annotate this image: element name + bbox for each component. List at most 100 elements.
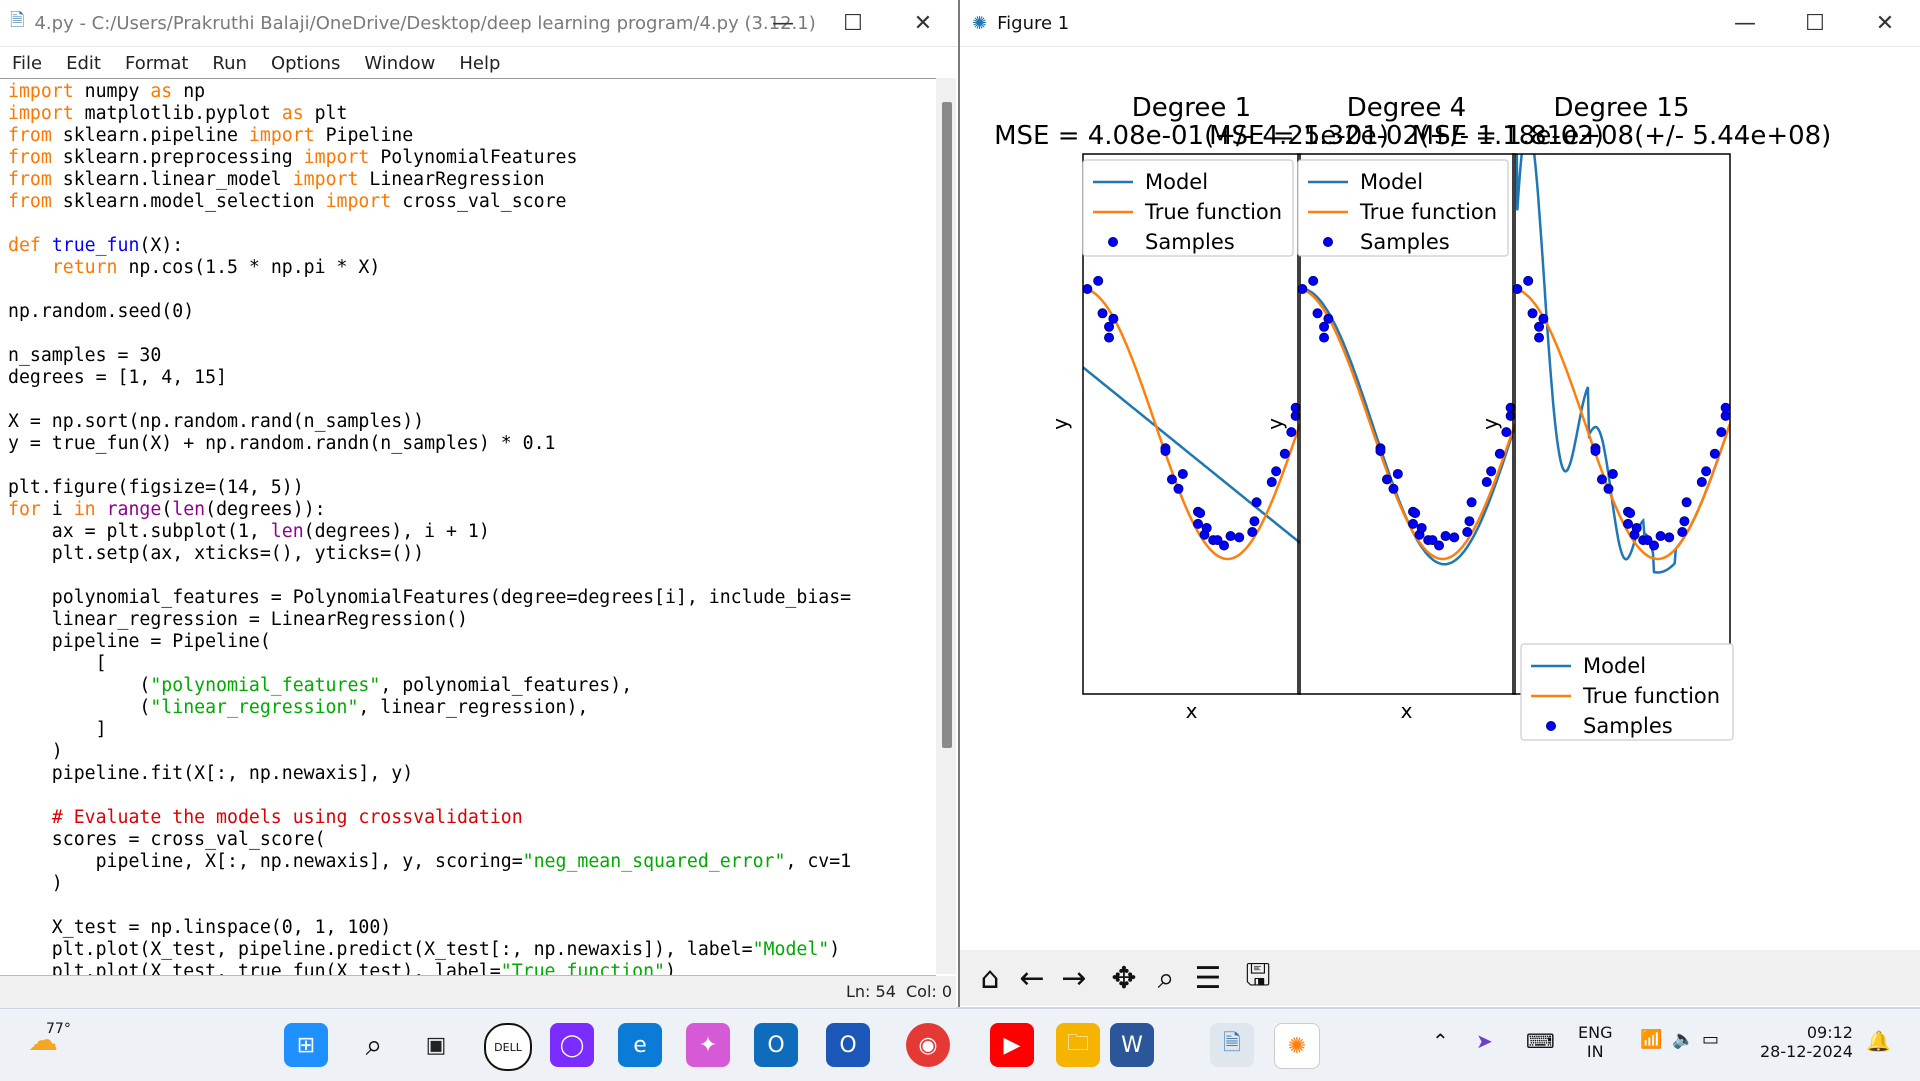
code-text[interactable]: import numpy as np import matplotlib.pyp… xyxy=(8,81,852,976)
sample-point xyxy=(1527,308,1538,319)
sample-point xyxy=(1312,308,1323,319)
subplots-config-icon[interactable]: ☰ xyxy=(1194,960,1222,996)
menu-run[interactable]: Run xyxy=(212,52,247,74)
sample-point xyxy=(1201,522,1212,533)
file-explorer-icon[interactable]: 🗀 xyxy=(1056,1023,1100,1067)
legend-label-true-function: True function xyxy=(1582,684,1720,708)
sample-point xyxy=(1082,284,1093,294)
chevron-up-icon[interactable]: ⌃ xyxy=(1432,1029,1449,1053)
sample-point xyxy=(1160,446,1171,456)
close-button[interactable]: ✕ xyxy=(913,10,933,36)
edge-icon[interactable]: e xyxy=(618,1023,662,1067)
subplot-mse-1: MSE = 4.08e-01(+/- 4.25e-01) xyxy=(994,121,1389,151)
outlook-new-icon[interactable]: O xyxy=(754,1023,798,1067)
sample-point xyxy=(1279,448,1290,459)
sample-point xyxy=(1193,518,1204,529)
sample-point xyxy=(1225,531,1236,542)
sample-point xyxy=(1388,483,1399,494)
sample-point xyxy=(1534,321,1545,332)
battery-icon[interactable]: ▭ xyxy=(1702,1029,1720,1050)
legend-label-true-function: True function xyxy=(1144,200,1282,224)
sample-point xyxy=(1649,540,1660,551)
sample-point xyxy=(1501,427,1512,438)
sample-point xyxy=(1410,508,1421,519)
model-line-3 xyxy=(1515,154,1730,574)
send-icon[interactable]: ➤ xyxy=(1476,1029,1493,1053)
editor-scrollbar[interactable] xyxy=(936,78,956,974)
sample-point xyxy=(1679,516,1690,527)
menu-options[interactable]: Options xyxy=(270,52,341,74)
home-icon[interactable]: ⌂ xyxy=(980,960,1000,996)
subplot-title-2: Degree 4 xyxy=(1347,93,1466,123)
menu-help[interactable]: Help xyxy=(459,52,501,74)
notification-bell-icon[interactable]: 🔔 xyxy=(1866,1029,1891,1053)
x-axis-label-1: x xyxy=(1186,699,1198,723)
dell-icon[interactable]: DELL xyxy=(484,1023,532,1071)
sample-point xyxy=(1408,518,1419,529)
language-indicator[interactable]: ENG IN xyxy=(1578,1023,1613,1061)
sample-point xyxy=(1655,531,1666,542)
sample-point xyxy=(1720,402,1731,413)
sample-point xyxy=(1681,497,1692,508)
menu-format[interactable]: Format xyxy=(124,52,189,74)
legend-samples-swatch xyxy=(1546,721,1556,731)
sample-point xyxy=(1701,466,1712,477)
search-icon[interactable]: ⌕ xyxy=(365,1027,383,1063)
wifi-icon[interactable]: 📶 xyxy=(1640,1029,1663,1050)
sample-point xyxy=(1642,535,1653,546)
scrollbar-thumb[interactable] xyxy=(942,102,952,748)
outlook-icon[interactable]: O xyxy=(826,1023,870,1067)
forward-arrow-icon[interactable]: → xyxy=(1061,960,1087,996)
sample-point xyxy=(1290,402,1301,413)
save-icon[interactable]: 🖫 xyxy=(1245,957,1271,993)
python-file-icon: 🗎 xyxy=(10,10,25,31)
keyboard-icon[interactable]: ⌨ xyxy=(1526,1029,1555,1053)
sample-point xyxy=(1234,532,1245,543)
sample-point xyxy=(1166,474,1177,485)
sample-point xyxy=(1462,527,1473,537)
sample-point xyxy=(1271,466,1282,477)
subplot-title-1: Degree 1 xyxy=(1132,93,1251,123)
menu-edit[interactable]: Edit xyxy=(66,52,101,74)
zoom-icon[interactable]: ⌕ xyxy=(1157,960,1175,996)
sample-point xyxy=(1538,313,1549,324)
legend-label-model: Model xyxy=(1360,170,1423,194)
clock[interactable]: 09:12 28-12-2024 xyxy=(1760,1023,1853,1061)
copilot-icon[interactable]: ✦ xyxy=(686,1023,730,1067)
youtube-icon[interactable]: ▶ xyxy=(990,1023,1034,1067)
sample-point xyxy=(1512,284,1523,294)
legend-label-model: Model xyxy=(1583,654,1646,678)
minimize-button[interactable]: — xyxy=(1734,10,1756,36)
sample-point xyxy=(1249,516,1260,527)
maximize-button[interactable]: ☐ xyxy=(1805,10,1825,36)
weather-icon[interactable]: ☁ xyxy=(28,1023,58,1058)
menu-window[interactable]: Window xyxy=(364,52,436,74)
pan-icon[interactable]: ✥ xyxy=(1111,960,1137,996)
figure-titlebar[interactable]: ✺ Figure 1 — ☐ ✕ xyxy=(960,0,1920,47)
sample-point xyxy=(1664,532,1675,543)
sample-point xyxy=(1590,446,1601,456)
back-arrow-icon[interactable]: ← xyxy=(1019,960,1045,996)
chrome-icon[interactable]: ◉ xyxy=(906,1023,950,1067)
close-button[interactable]: ✕ xyxy=(1875,10,1895,36)
idle-titlebar[interactable]: 🗎 4.py - C:/Users/Prakruthi Balaji/OneDr… xyxy=(0,0,958,47)
legend-label-true-function: True function xyxy=(1359,200,1497,224)
maximize-button[interactable]: ☐ xyxy=(843,10,863,36)
menu-file[interactable]: File xyxy=(12,52,43,74)
alexa-icon[interactable]: ◯ xyxy=(550,1023,594,1067)
sample-point xyxy=(1486,466,1497,477)
python-idle-icon[interactable]: 🗎 xyxy=(1210,1023,1254,1067)
sample-point xyxy=(1319,321,1330,332)
subplot-mse-3: MSE = 1.81e+08(+/- 5.44e+08) xyxy=(1412,121,1832,151)
idle-editor-window: 🗎 4.py - C:/Users/Prakruthi Balaji/OneDr… xyxy=(0,0,960,1008)
volume-icon[interactable]: 🔈 xyxy=(1672,1029,1695,1050)
sample-point xyxy=(1696,477,1707,488)
start-icon[interactable]: ⊞ xyxy=(284,1023,328,1067)
status-bar: Ln: 54 Col: 0 xyxy=(0,976,956,1008)
code-editor[interactable]: import numpy as np import matplotlib.pyp… xyxy=(0,78,936,976)
legend-label-samples: Samples xyxy=(1360,230,1450,254)
matplotlib-taskbar-icon[interactable]: ✺ xyxy=(1274,1023,1320,1069)
minimize-button[interactable]: — xyxy=(772,10,794,36)
word-icon[interactable]: W xyxy=(1110,1023,1154,1067)
task-view-icon[interactable]: ▣ xyxy=(425,1032,447,1058)
